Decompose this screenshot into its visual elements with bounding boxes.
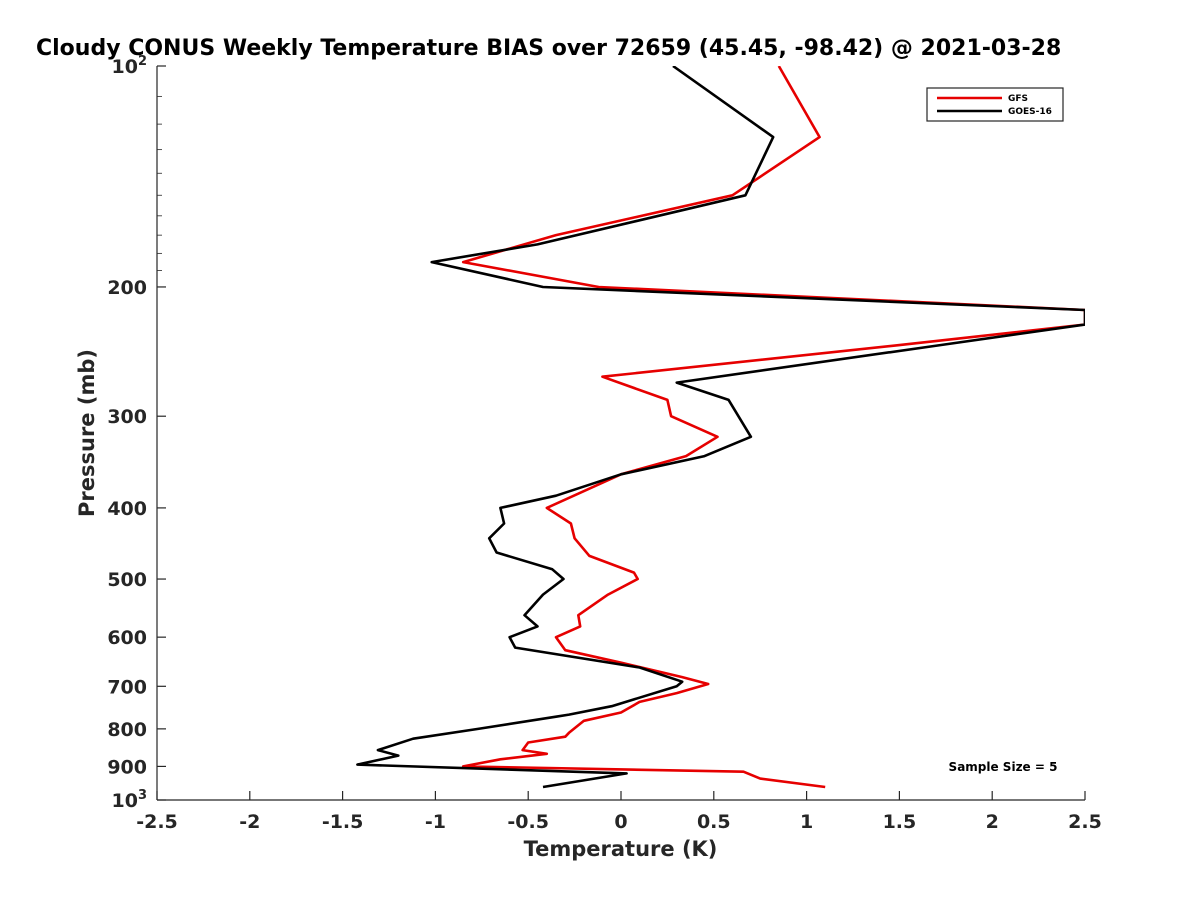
y-tick-label: 400 — [107, 498, 147, 520]
y-tick-label: 200 — [107, 277, 147, 299]
x-tick-label: -1.5 — [322, 811, 364, 833]
y-tick-label: 500 — [107, 569, 147, 591]
series-line-gfs — [461, 66, 1085, 789]
x-tick-label: 1 — [800, 811, 813, 833]
x-tick-label: -2 — [239, 811, 260, 833]
legend-label: GOES-16 — [1008, 107, 1052, 117]
x-tick-label: -0.5 — [507, 811, 549, 833]
x-tick-label: 0 — [614, 811, 627, 833]
legend-label: GFS — [1008, 94, 1028, 104]
plot-area — [156, 66, 1085, 801]
legend-box — [926, 87, 1064, 122]
y-axis-title: Pressure (mb) — [75, 349, 99, 517]
chart-title: Cloudy CONUS Weekly Temperature BIAS ove… — [36, 36, 1061, 61]
x-axis-title: Temperature (K) — [524, 837, 718, 861]
x-tick-label: 2.5 — [1068, 811, 1102, 833]
legend: GFS GOES-16 — [926, 87, 1064, 122]
series-group — [356, 66, 1085, 789]
y-tick-label: 600 — [107, 627, 147, 649]
y-tick-label: 700 — [107, 676, 147, 698]
x-tick-label: -1 — [425, 811, 446, 833]
y-axis: 102 200 300 400 500 600 700 800 900 103 — [107, 54, 166, 812]
y-tick-label: 900 — [107, 756, 147, 778]
series-line-goes-16 — [356, 66, 1085, 789]
x-tick-label: 1.5 — [883, 811, 917, 833]
y-tick-label: 800 — [107, 719, 147, 741]
x-axis: -2.5 -2 -1.5 -1 -0.5 0 0.5 1 1.5 2 2.5 — [136, 791, 1102, 833]
y-tick-label: 103 — [112, 788, 148, 812]
sample-size-annotation: Sample Size = 5 — [949, 760, 1058, 774]
y-tick-label: 102 — [112, 54, 148, 78]
x-tick-label: 0.5 — [697, 811, 731, 833]
x-tick-label: 2 — [986, 811, 999, 833]
y-tick-label: 300 — [107, 406, 147, 428]
x-tick-label: -2.5 — [136, 811, 178, 833]
